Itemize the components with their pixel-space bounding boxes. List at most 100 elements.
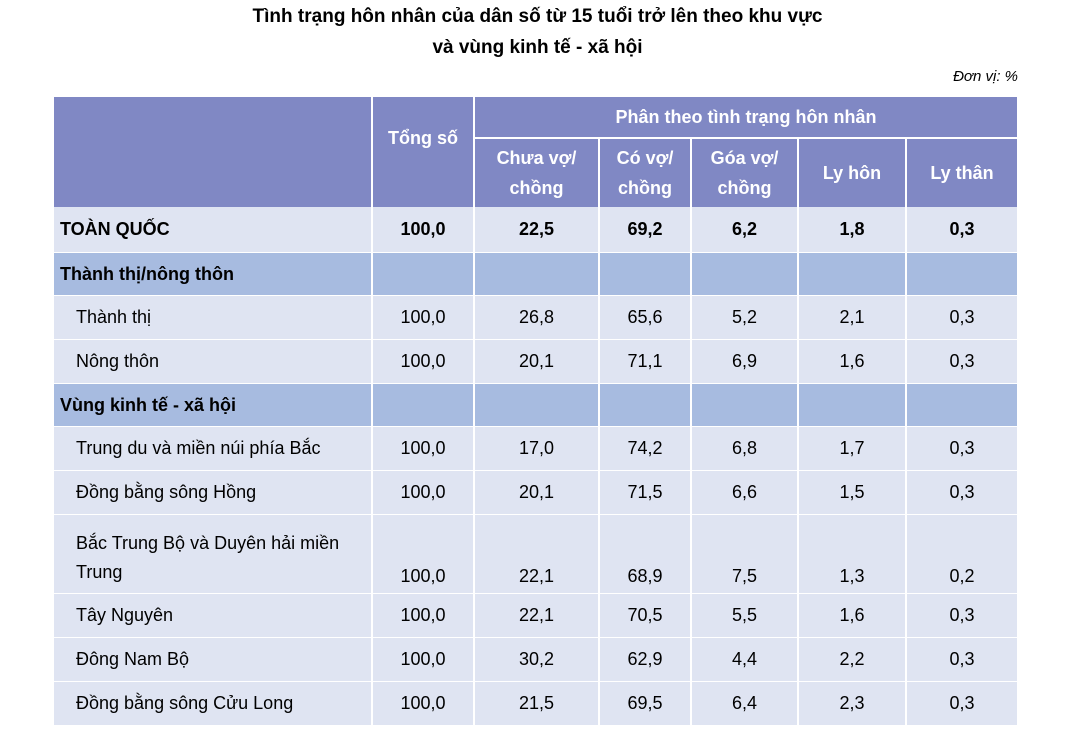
cell-value: 1,7	[798, 426, 907, 471]
cell-value: 62,9	[599, 637, 692, 682]
cell-value: 100,0	[372, 681, 475, 726]
cell-value: 69,5	[599, 681, 692, 726]
cell-value: 20,1	[474, 339, 600, 384]
cell-value: 0,3	[906, 426, 1018, 471]
cell-value: 1,3	[798, 514, 907, 594]
table-row: Tây Nguyên 100,0 22,1 70,5 5,5 1,6 0,3	[54, 593, 1018, 638]
cell-value	[372, 383, 475, 427]
header-married: Có vợ/ chồng	[599, 137, 692, 207]
row-label: Đồng bằng sông Hồng	[54, 470, 373, 515]
cell-value	[906, 383, 1018, 427]
cell-value: 6,8	[691, 426, 799, 471]
cell-value: 65,6	[599, 295, 692, 340]
total-row: TOÀN QUỐC 100,0 22,5 69,2 6,2 1,8 0,3	[54, 207, 1018, 253]
table-title-line-1: Tình trạng hôn nhân của dân số từ 15 tuổ…	[252, 6, 823, 27]
row-label: Tây Nguyên	[54, 593, 373, 638]
cell-value: 70,5	[599, 593, 692, 638]
cell-value	[599, 252, 692, 296]
row-label: Thành thị/nông thôn	[54, 252, 373, 296]
cell-value: 71,5	[599, 470, 692, 515]
cell-value: 1,5	[798, 470, 907, 515]
cell-value: 1,6	[798, 593, 907, 638]
cell-value	[474, 383, 600, 427]
cell-value: 0,3	[906, 339, 1018, 384]
cell-value: 100,0	[372, 295, 475, 340]
row-label: Thành thị	[54, 295, 373, 340]
cell-value	[372, 252, 475, 296]
cell-value: 0,3	[906, 470, 1018, 515]
header-total: Tổng số	[372, 97, 475, 207]
cell-value: 5,2	[691, 295, 799, 340]
table-title-line-2: và vùng kinh tế - xã hội	[432, 37, 643, 58]
row-label: Bắc Trung Bộ và Duyên hải miền Trung	[54, 514, 373, 594]
cell-value	[798, 252, 907, 296]
cell-value: 100,0	[372, 514, 475, 594]
table-row: Bắc Trung Bộ và Duyên hải miền Trung 100,…	[54, 514, 1018, 594]
cell-value	[798, 383, 907, 427]
cell-value: 6,4	[691, 681, 799, 726]
row-label: TOÀN QUỐC	[54, 207, 373, 253]
cell-value: 2,1	[798, 295, 907, 340]
cell-value	[474, 252, 600, 296]
cell-value: 22,1	[474, 593, 600, 638]
cell-value: 21,5	[474, 681, 600, 726]
header-widowed: Góa vợ/ chồng	[691, 137, 799, 207]
table-row: Đồng bằng sông Hồng 100,0 20,1 71,5 6,6 1,5 0,…	[54, 470, 1018, 515]
table-row: Thành thị 100,0 26,8 65,6 5,2 2,1 0,3	[54, 295, 1018, 340]
row-label: Đồng bằng sông Cửu Long	[54, 681, 373, 726]
cell-value: 100,0	[372, 637, 475, 682]
cell-value: 4,4	[691, 637, 799, 682]
cell-value: 100,0	[372, 470, 475, 515]
cell-value: 74,2	[599, 426, 692, 471]
cell-value: 6,6	[691, 470, 799, 515]
table-row: Đông Nam Bộ 100,0 30,2 62,9 4,4 2,2 0,3	[54, 637, 1018, 682]
cell-value: 30,2	[474, 637, 600, 682]
row-label: Đông Nam Bộ	[54, 637, 373, 682]
cell-value: 22,1	[474, 514, 600, 594]
cell-value: 1,6	[798, 339, 907, 384]
cell-value: 6,9	[691, 339, 799, 384]
header-separated: Ly thân	[906, 137, 1018, 207]
cell-value: 100,0	[372, 339, 475, 384]
cell-value: 0,3	[906, 637, 1018, 682]
row-label: Nông thôn	[54, 339, 373, 384]
cell-value	[599, 383, 692, 427]
cell-value: 0,3	[906, 593, 1018, 638]
row-label: Vùng kinh tế - xã hội	[54, 383, 373, 427]
header-divorced: Ly hôn	[798, 137, 907, 207]
cell-value: 0,3	[906, 681, 1018, 726]
header-never-married: Chưa vợ/ chồng	[474, 137, 600, 207]
table-body: TOÀN QUỐC 100,0 22,5 69,2 6,2 1,8 0,3 Thành thị…	[54, 207, 1018, 726]
section-row: Vùng kinh tế - xã hội	[54, 383, 1018, 427]
cell-value: 71,1	[599, 339, 692, 384]
cell-value: 0,3	[906, 295, 1018, 340]
cell-value	[906, 252, 1018, 296]
cell-value: 22,5	[474, 207, 600, 253]
table-row: Trung du và miền núi phía Bắc 100,0 17,0 74…	[54, 426, 1018, 471]
cell-value: 69,2	[599, 207, 692, 253]
cell-value: 0,2	[906, 514, 1018, 594]
cell-value: 100,0	[372, 426, 475, 471]
cell-value	[691, 383, 799, 427]
cell-value	[691, 252, 799, 296]
cell-value: 100,0	[372, 207, 475, 253]
cell-value: 6,2	[691, 207, 799, 253]
cell-value: 100,0	[372, 593, 475, 638]
cell-value: 1,8	[798, 207, 907, 253]
marital-status-table: Tổng số Phân theo tình trạng hôn nhân Ch…	[54, 97, 1018, 726]
row-label: Trung du và miền núi phía Bắc	[54, 426, 373, 471]
cell-value: 0,3	[906, 207, 1018, 253]
table-row: Đồng bằng sông Cửu Long 100,0 21,5 69,5 6,4 2…	[54, 681, 1018, 726]
cell-value: 20,1	[474, 470, 600, 515]
cell-value: 2,2	[798, 637, 907, 682]
header-blank	[54, 97, 373, 207]
cell-value: 68,9	[599, 514, 692, 594]
table-row: Nông thôn 100,0 20,1 71,1 6,9 1,6 0,3	[54, 339, 1018, 384]
header-group: Phân theo tình trạng hôn nhân	[474, 97, 1018, 139]
cell-value: 17,0	[474, 426, 600, 471]
cell-value: 7,5	[691, 514, 799, 594]
section-row: Thành thị/nông thôn	[54, 252, 1018, 296]
cell-value: 26,8	[474, 295, 600, 340]
cell-value: 2,3	[798, 681, 907, 726]
unit-label: Đơn vị: %	[953, 68, 1018, 85]
